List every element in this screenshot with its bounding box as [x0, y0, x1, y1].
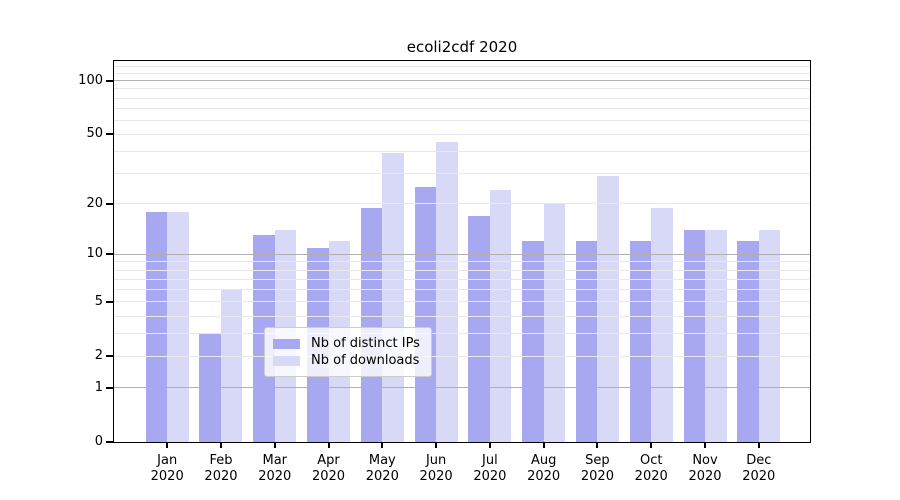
gridline-major-100 — [114, 80, 810, 82]
y-tick-mark-0 — [106, 441, 113, 443]
bar-distinct-ips-oct — [629, 241, 652, 442]
bar-downloads-jun — [436, 142, 458, 442]
y-tick-label-100: 100 — [78, 72, 103, 88]
bar-downloads-oct — [651, 207, 673, 442]
gridline-minor-9 — [114, 261, 810, 263]
legend-swatch-downloads — [273, 356, 300, 366]
x-tick-mark-jul — [488, 443, 491, 448]
x-tick-label-aug: Aug 2020 — [527, 453, 561, 484]
bar-distinct-ips-jun — [414, 186, 437, 442]
y-tick-label-10: 10 — [86, 246, 103, 262]
gridline-minor-70 — [114, 107, 810, 109]
x-tick-label-dec: Dec 2020 — [742, 453, 776, 484]
bar-downloads-feb — [220, 289, 243, 442]
legend-label-downloads: Nb of downloads — [311, 353, 420, 368]
y-tick-mark-1 — [106, 386, 113, 389]
gridline-minor-7 — [114, 278, 810, 280]
x-tick-mark-apr — [327, 443, 330, 448]
bar-downloads-dec — [758, 230, 781, 442]
gridline-minor-120 — [114, 66, 810, 68]
y-tick-label-0: 0 — [94, 434, 103, 449]
y-tick-label-2: 2 — [94, 348, 103, 363]
y-tick-mark-100 — [106, 79, 113, 82]
y-tick-label-5: 5 — [94, 293, 103, 309]
y-tick-mark-20 — [106, 202, 113, 205]
bar-distinct-ips-sep — [575, 241, 598, 442]
bar-downloads-nov — [705, 230, 727, 442]
gridline-minor-2 — [114, 355, 810, 357]
x-tick-label-jul: Jul 2020 — [473, 453, 507, 484]
y-tick-label-20: 20 — [86, 195, 103, 211]
gridline-minor-90 — [114, 88, 810, 90]
y-tick-mark-5 — [106, 300, 113, 303]
bar-downloads-sep — [597, 175, 619, 442]
bar-distinct-ips-jan — [145, 211, 168, 442]
bar-distinct-ips-jul — [468, 215, 490, 442]
y-tick-label-1: 1 — [94, 379, 103, 395]
gridline-minor-6 — [114, 289, 810, 291]
gridline-minor-50 — [114, 133, 810, 135]
x-tick-label-nov: Nov 2020 — [688, 453, 722, 484]
x-tick-mark-may — [381, 443, 384, 448]
x-tick-mark-oct — [650, 443, 653, 448]
x-tick-mark-jun — [435, 443, 438, 448]
x-tick-label-oct: Oct 2020 — [634, 453, 668, 484]
y-tick-mark-2 — [106, 355, 113, 357]
bar-downloads-may — [382, 153, 404, 442]
x-tick-label-feb: Feb 2020 — [204, 453, 238, 484]
legend-swatch-distinct-ips — [273, 339, 300, 349]
gridline-minor-80 — [114, 97, 810, 99]
gridline-minor-40 — [114, 150, 810, 152]
gridline-minor-5 — [114, 301, 810, 303]
x-tick-label-jun: Jun 2020 — [419, 453, 453, 484]
x-tick-mark-mar — [273, 443, 276, 448]
legend-entry-downloads: Nb of downloads — [273, 353, 423, 369]
bar-downloads-jan — [167, 211, 189, 442]
x-tick-mark-jan — [166, 443, 169, 448]
bar-distinct-ips-nov — [683, 230, 705, 442]
bar-downloads-aug — [543, 203, 566, 442]
x-tick-mark-feb — [219, 443, 222, 448]
x-tick-mark-dec — [757, 443, 760, 448]
gridline-minor-60 — [114, 119, 810, 121]
legend: Nb of distinct IPs Nb of downloads — [264, 327, 432, 377]
gridline-minor-30 — [114, 172, 810, 174]
x-tick-label-jan: Jan 2020 — [150, 453, 184, 484]
x-tick-mark-aug — [542, 443, 545, 448]
y-tick-mark-10 — [106, 253, 113, 256]
gridline-major-1 — [114, 387, 810, 389]
chart-title: ecoli2cdf 2020 — [406, 38, 518, 56]
x-tick-label-mar: Mar 2020 — [258, 453, 292, 484]
x-tick-mark-nov — [704, 443, 706, 448]
bar-distinct-ips-may — [360, 207, 383, 442]
x-tick-label-may: May 2020 — [365, 453, 399, 484]
plot-area — [113, 60, 811, 443]
legend-entry-distinct-ips: Nb of distinct IPs — [273, 336, 423, 352]
legend-label-distinct-ips: Nb of distinct IPs — [311, 336, 420, 351]
gridline-minor-3 — [114, 332, 810, 334]
x-tick-mark-sep — [596, 443, 599, 448]
y-tick-label-50: 50 — [86, 126, 103, 142]
gridline-minor-20 — [114, 203, 810, 205]
bar-distinct-ips-dec — [737, 241, 759, 442]
x-tick-label-apr: Apr 2020 — [311, 453, 346, 484]
x-tick-label-sep: Sep 2020 — [580, 453, 614, 484]
gridline-minor-4 — [114, 315, 810, 317]
y-tick-mark-50 — [106, 133, 113, 136]
gridline-major-10 — [114, 253, 810, 255]
gridline-minor-8 — [114, 269, 810, 271]
gridline-minor-110 — [114, 72, 810, 74]
bar-distinct-ips-aug — [522, 241, 544, 442]
